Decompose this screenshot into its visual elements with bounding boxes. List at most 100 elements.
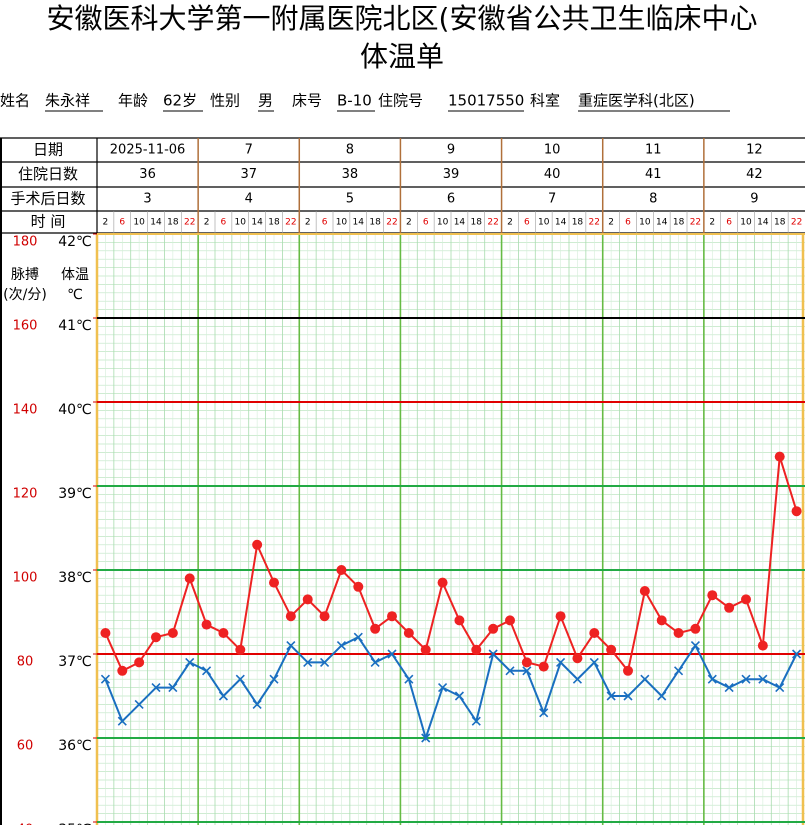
pulse-point (757, 640, 768, 651)
pulse-point (167, 628, 178, 638)
temp-point (775, 683, 785, 693)
info-value: 男 (258, 92, 273, 110)
temp-tick-label: 42℃ (58, 234, 92, 250)
temp-point (168, 683, 178, 693)
info-label: 住院号 (378, 92, 423, 110)
time-slot: 22 (285, 218, 296, 228)
temp-tick-label: 41℃ (58, 318, 92, 334)
info-label: 姓名 (0, 92, 30, 110)
table-cell: 10 (544, 143, 561, 158)
temp-point (707, 674, 717, 684)
pulse-point (572, 653, 583, 664)
pulse-point (673, 628, 684, 638)
pulse-point (454, 615, 465, 626)
pulse-point (639, 586, 650, 596)
time-slot: 6 (726, 218, 732, 228)
time-slot: 6 (625, 218, 631, 228)
pulse-point (336, 565, 347, 575)
time-slot: 10 (437, 218, 449, 228)
temp-point (690, 641, 700, 651)
table-cell: 8 (346, 143, 354, 158)
temp-tick-label: 35℃ (58, 822, 92, 825)
time-slot: 14 (555, 218, 567, 228)
time-slot: 2 (608, 218, 614, 228)
pulse-tick-label: 40 (17, 823, 34, 825)
time-slot: 2 (204, 218, 210, 228)
temp-point (202, 666, 212, 676)
series-line (104, 635, 798, 742)
time-slot: 14 (150, 218, 162, 228)
temp-tick-label: 40℃ (58, 402, 92, 418)
time-slot: 18 (572, 218, 584, 228)
pulse-point (403, 628, 414, 638)
pulse-point (707, 590, 718, 601)
pulse-point (218, 628, 229, 638)
table-cell: 2025-11-06 (110, 143, 186, 158)
time-slot: 18 (774, 218, 786, 228)
temp-axis-title: ℃ (67, 287, 83, 303)
pulse-point (151, 632, 161, 643)
table-cell: 36 (139, 167, 156, 182)
temp-point (404, 674, 414, 684)
info-label: 科室 (530, 92, 560, 110)
info-value: 重症医学科(北区) (578, 92, 695, 110)
row-label: 时 间 (31, 213, 66, 231)
time-slot: 6 (423, 218, 429, 228)
pulse-point (538, 661, 549, 672)
temp-tick-label: 37℃ (58, 654, 92, 670)
table-cell: 5 (346, 192, 354, 207)
pulse-point (235, 644, 246, 655)
pulse-point (724, 602, 735, 613)
time-slot: 10 (740, 218, 752, 228)
info-value: 15017550 (448, 92, 524, 110)
pulse-point (505, 615, 515, 626)
time-slot: 2 (507, 218, 513, 228)
temp-tick-label: 36℃ (58, 738, 92, 754)
temp-point (724, 683, 734, 693)
temp-point (134, 699, 144, 709)
time-slot: 10 (133, 218, 145, 228)
temp-tick-label: 39℃ (58, 486, 92, 502)
temp-point (117, 716, 127, 726)
temp-point (623, 691, 633, 701)
temp-tick-label: 38℃ (58, 570, 92, 586)
title: 安徽医科大学第一附属医院北区(安徽省公共卫生临床中心 (47, 2, 758, 35)
temp-point (522, 666, 532, 676)
time-slot: 6 (221, 218, 227, 228)
table-cell: 41 (645, 167, 662, 182)
temp-point (606, 691, 616, 701)
temp-point (286, 641, 296, 651)
time-slot: 18 (167, 218, 179, 228)
table-cell: 12 (746, 143, 763, 158)
table-cell: 40 (544, 167, 561, 182)
pulse-tick-label: 80 (17, 655, 34, 670)
pulse-point (521, 657, 532, 668)
pulse-point (184, 573, 195, 584)
temp-point (572, 674, 582, 684)
time-slot: 22 (184, 218, 195, 228)
table-cell: 38 (342, 167, 359, 182)
pulse-tick-label: 100 (13, 571, 38, 586)
temp-axis-title: 体温 (61, 267, 89, 283)
info-label: 床号 (292, 92, 322, 110)
time-slot: 22 (386, 218, 397, 228)
time-slot: 22 (487, 218, 498, 228)
pulse-point (656, 615, 667, 626)
temp-point (353, 632, 363, 642)
pulse-point (387, 611, 397, 622)
time-slot: 22 (690, 218, 701, 228)
time-slot: 22 (589, 218, 600, 228)
time-slot: 10 (538, 218, 550, 228)
table-cell: 9 (750, 192, 758, 207)
time-slot: 2 (305, 218, 311, 228)
pulse-axis-title: 脉搏 (11, 266, 39, 283)
table-cell: 7 (548, 192, 556, 207)
row-label: 日期 (33, 141, 63, 159)
time-slot: 10 (235, 218, 247, 228)
table-cell: 8 (649, 192, 657, 207)
pulse-tick-label: 160 (13, 319, 38, 334)
subtitle: 体温单 (360, 40, 444, 73)
temp-point (640, 674, 650, 684)
